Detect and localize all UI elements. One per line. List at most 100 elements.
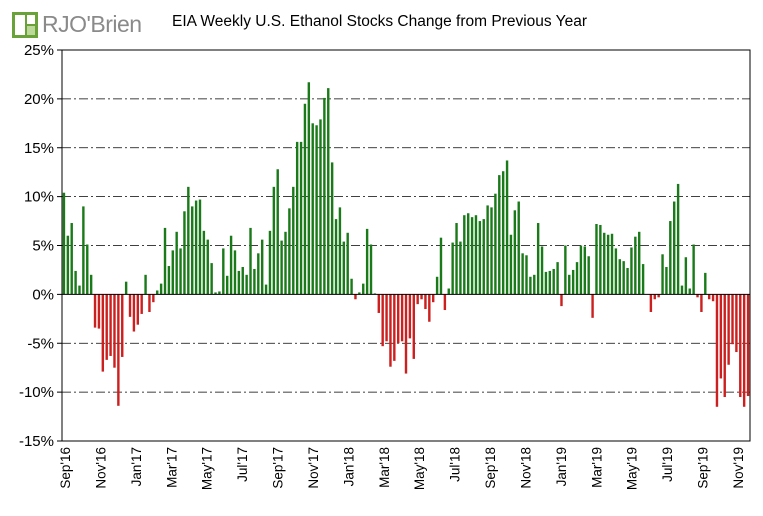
bar — [501, 171, 505, 295]
bar — [117, 294, 120, 406]
bar — [719, 294, 723, 379]
bar — [579, 245, 583, 295]
bar — [260, 239, 264, 295]
logo-mark-icon — [12, 12, 38, 38]
bar — [746, 294, 750, 397]
bar — [731, 294, 734, 345]
bar — [257, 253, 260, 295]
bar — [253, 268, 256, 295]
bar — [327, 88, 330, 295]
bar — [82, 206, 85, 295]
bar — [696, 294, 699, 298]
bar — [249, 227, 252, 295]
bar — [684, 257, 688, 295]
bars — [62, 82, 750, 407]
y-tick-label: 0% — [32, 286, 54, 303]
bar — [334, 219, 338, 295]
bar — [97, 294, 101, 329]
bar — [93, 294, 97, 328]
bar — [303, 103, 307, 295]
bar — [711, 294, 715, 302]
bar — [742, 294, 746, 407]
x-tick-label: Nov'16 — [93, 447, 108, 489]
bar — [470, 217, 474, 295]
bar — [404, 294, 408, 374]
bar — [739, 294, 742, 398]
bar — [676, 183, 680, 295]
bar — [614, 248, 618, 295]
bar — [700, 294, 703, 312]
x-tick-label: Mar'19 — [589, 447, 604, 488]
bar — [723, 294, 726, 398]
bar — [229, 235, 233, 295]
bar — [529, 276, 532, 295]
bar — [540, 246, 544, 295]
bar — [167, 266, 171, 295]
bar — [400, 294, 404, 342]
bar — [284, 231, 287, 295]
x-tick-label: May'17 — [200, 447, 215, 490]
bar — [466, 213, 470, 295]
bar — [152, 294, 155, 303]
x-tick-label: Jul'18 — [448, 447, 463, 482]
bar — [408, 294, 412, 339]
bar — [86, 244, 89, 295]
bar — [498, 175, 501, 295]
bar — [198, 199, 202, 295]
bar — [707, 294, 711, 300]
bar — [447, 288, 450, 295]
bar — [237, 270, 241, 295]
bar — [311, 123, 314, 295]
bar — [548, 270, 552, 295]
bar — [439, 237, 443, 295]
bar — [163, 227, 167, 295]
bar — [603, 232, 606, 295]
bar — [606, 234, 610, 295]
bar — [179, 248, 182, 295]
bar — [669, 221, 672, 295]
x-tick-label: Nov'18 — [519, 447, 534, 489]
bar — [362, 283, 365, 295]
bar — [183, 211, 186, 295]
bar — [704, 272, 707, 295]
y-tick-label: -15% — [19, 433, 54, 450]
bar — [688, 288, 691, 295]
bar — [575, 262, 579, 295]
bar — [62, 192, 66, 295]
x-axis-ticks: Sep'16 Nov'16 Jan'17 Mar'17 May'17 Jul'17 Sep'… — [58, 447, 746, 490]
bar — [315, 125, 318, 295]
x-tick-label: Jan'18 — [341, 447, 356, 486]
bar — [513, 210, 517, 295]
bar — [299, 141, 303, 295]
bar — [451, 242, 454, 295]
bar — [673, 201, 676, 295]
bar — [194, 200, 198, 295]
bar — [288, 208, 291, 295]
x-tick-label: Nov'17 — [306, 447, 321, 489]
bar — [420, 294, 423, 300]
bar — [568, 274, 571, 295]
x-tick-label: Sep'17 — [271, 447, 286, 489]
bar — [443, 294, 447, 311]
bar — [74, 270, 77, 295]
bar — [680, 285, 684, 295]
x-tick-label: Jan'19 — [554, 447, 569, 486]
bar — [463, 215, 466, 295]
bar — [556, 262, 559, 295]
y-tick-label: -10% — [19, 384, 54, 401]
bar — [109, 294, 112, 356]
bar — [618, 259, 621, 295]
bar — [241, 267, 244, 295]
bar — [412, 294, 415, 359]
bar — [136, 294, 139, 325]
bar — [482, 219, 485, 295]
bar — [323, 97, 326, 295]
bar — [435, 276, 439, 295]
bar — [389, 294, 392, 367]
y-tick-label: 15% — [24, 140, 54, 157]
bar — [626, 267, 629, 295]
bar — [641, 264, 645, 295]
bar — [233, 250, 237, 295]
bar — [665, 267, 668, 295]
bar — [338, 207, 342, 295]
